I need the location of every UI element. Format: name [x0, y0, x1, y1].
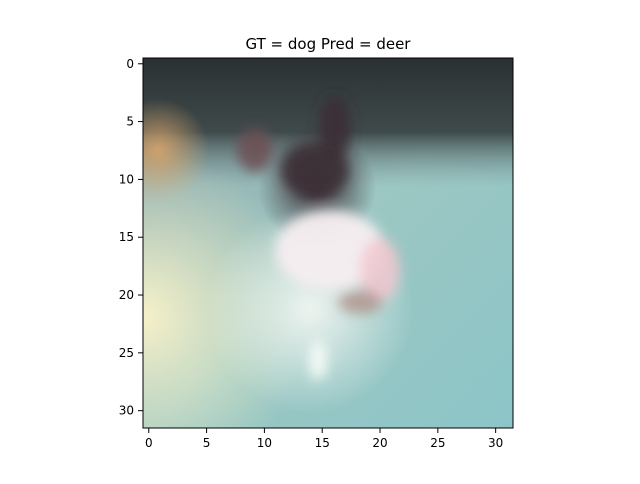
- y-tick-label: 20: [119, 288, 134, 302]
- y-tick-label: 0: [126, 57, 134, 71]
- x-axis: 0 5 10 15 20 25 30: [145, 428, 503, 450]
- x-tick-label: 30: [488, 436, 503, 450]
- dog-paw: [309, 340, 327, 380]
- dog-chest: [275, 210, 385, 290]
- x-tick-label: 25: [430, 436, 445, 450]
- x-tick-label: 15: [315, 436, 330, 450]
- dog-head: [281, 142, 349, 198]
- chart-title: GT = dog Pred = deer: [246, 35, 412, 53]
- y-tick-label: 15: [119, 230, 134, 244]
- dog-leg-pink: [360, 238, 400, 302]
- y-tick-label: 30: [119, 404, 134, 418]
- x-tick-label: 20: [372, 436, 387, 450]
- dog-shadow-brown: [338, 290, 382, 314]
- y-tick-label: 5: [126, 115, 134, 129]
- x-tick-label: 10: [257, 436, 272, 450]
- axes-frame: [142, 57, 514, 429]
- x-tick-label: 5: [203, 436, 211, 450]
- x-tick-label: 0: [145, 436, 153, 450]
- y-tick-label: 10: [119, 172, 134, 186]
- y-tick-label: 25: [119, 346, 134, 360]
- dog-silhouette: [237, 96, 400, 380]
- y-axis: 0 5 10 15 20 25 30: [119, 57, 143, 418]
- image-area: [143, 58, 513, 428]
- dog-ear-left: [237, 128, 273, 172]
